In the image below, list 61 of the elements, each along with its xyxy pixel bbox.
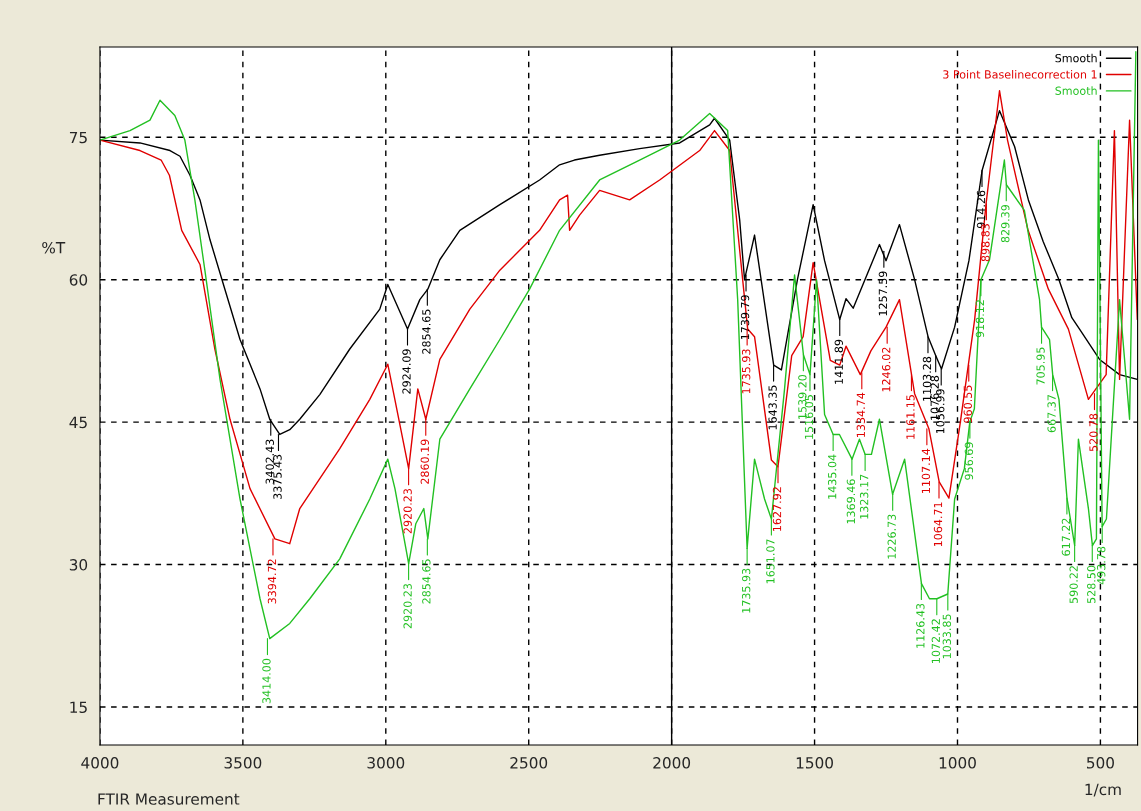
x-tick-label: 2500 <box>510 757 548 769</box>
annotation: 2920.23 <box>403 488 412 534</box>
annotation: 705.95 <box>1036 347 1045 385</box>
x-tick-label: 3000 <box>367 757 405 769</box>
legend-label: Smooth <box>1055 53 1097 63</box>
annotation: 918.12 <box>975 300 985 338</box>
y-axis-title: %T <box>42 241 66 254</box>
x-tick-label: 4000 <box>81 757 119 769</box>
annotation: 1103.28 <box>922 356 932 401</box>
y-tick-label: 60 <box>69 274 88 286</box>
annotation: 493.78 <box>1097 546 1106 585</box>
y-tick-label: 45 <box>69 416 87 429</box>
x-tick-label: 1500 <box>796 757 833 769</box>
annotation: 1226.73 <box>887 514 896 559</box>
annotation: 1411.89 <box>834 339 843 384</box>
annotation: 528.50 <box>1087 565 1096 604</box>
x-axis-title: 1/cm <box>1085 783 1121 797</box>
annotation: 2924.09 <box>402 349 411 394</box>
x-tick-label: 2000 <box>653 757 691 769</box>
annotation: 520.78 <box>1089 413 1098 452</box>
annotation: 2920.23 <box>403 583 412 629</box>
annotation: 2860.19 <box>420 439 429 484</box>
annotation: 1161.15 <box>906 395 915 439</box>
annotation: 1246.02 <box>881 347 891 392</box>
y-tick-label: 30 <box>69 559 88 571</box>
annotation: 1735.93 <box>741 568 751 613</box>
annotation: 1334.74 <box>856 392 866 437</box>
annotation: 1369.46 <box>846 479 856 524</box>
annotation: 617.22 <box>1061 518 1071 556</box>
annotation: 1033.85 <box>942 614 952 659</box>
annotation: 960.55 <box>963 385 972 423</box>
annotation: 1107.14 <box>921 448 931 493</box>
annotation: 1064.71 <box>933 502 943 547</box>
annotation: 1627.92 <box>772 487 782 531</box>
legend-label: Smooth <box>1055 86 1097 95</box>
annotation: 1257.59 <box>878 271 888 316</box>
annotation: 667.37 <box>1047 395 1056 433</box>
y-tick-label: 15 <box>70 701 87 714</box>
x-tick-label: 3500 <box>224 757 262 769</box>
annotation: 3402.43 <box>265 439 274 484</box>
annotation: 2854.65 <box>422 309 431 354</box>
annotation: 956.69 <box>964 442 974 480</box>
y-tick-label: 75 <box>69 131 87 144</box>
annotation: 2854.65 <box>422 559 431 604</box>
x-tick-label: 1000 <box>939 757 976 769</box>
annotation: 829.39 <box>1001 204 1010 243</box>
annotation: 3394.72 <box>267 559 277 604</box>
annotation: 1739.79 <box>740 295 750 340</box>
annotation: 1072.42 <box>931 619 941 663</box>
x-tick-label: 500 <box>1087 757 1114 769</box>
annotation: 1435.04 <box>827 454 837 499</box>
annotation: 3414.00 <box>262 658 271 704</box>
annotation: 1126.43 <box>916 603 925 648</box>
legend-label: 3 Point Baselinecorrection 1 <box>943 70 1097 79</box>
annotation: 590.22 <box>1069 566 1078 604</box>
annotation: 1643.35 <box>768 385 777 430</box>
annotation: 1735.93 <box>741 349 751 394</box>
annotation: 3375.43 <box>273 454 282 500</box>
text: FTIR Measurement <box>98 793 240 805</box>
annotation: 1651.07 <box>766 539 775 584</box>
annotation: 1323.17 <box>859 474 869 519</box>
